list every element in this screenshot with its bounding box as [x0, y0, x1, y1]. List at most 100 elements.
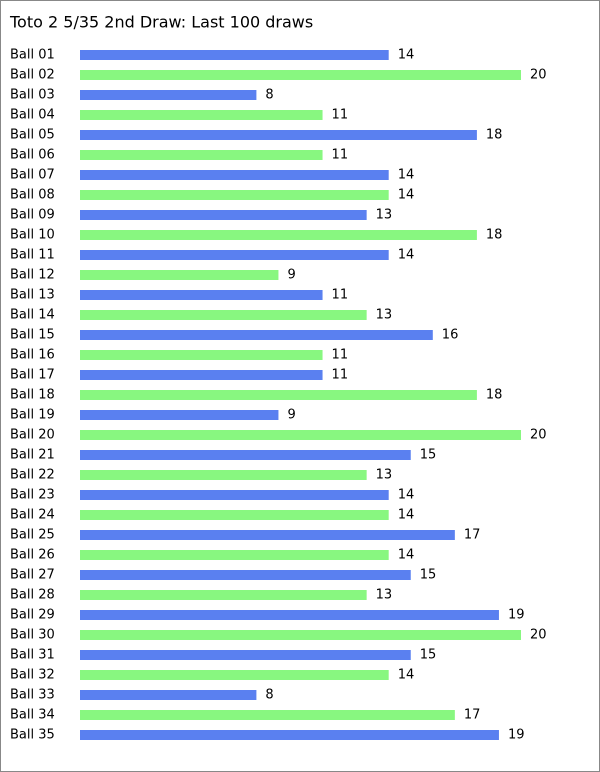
bar	[80, 390, 477, 400]
value-label: 14	[398, 668, 415, 683]
value-label: 14	[398, 548, 415, 563]
value-label: 14	[398, 168, 415, 183]
category-label: Ball 33	[10, 688, 55, 703]
value-label: 20	[530, 428, 547, 443]
value-label: 11	[332, 368, 349, 383]
bar	[80, 430, 521, 440]
value-label: 14	[398, 488, 415, 503]
category-label: Ball 05	[10, 128, 55, 143]
bar	[80, 470, 367, 480]
value-label: 16	[442, 328, 459, 343]
value-label: 15	[420, 648, 437, 663]
bar	[80, 650, 411, 660]
value-label: 19	[508, 608, 525, 623]
category-label: Ball 15	[10, 328, 55, 343]
category-label: Ball 34	[10, 708, 55, 723]
bar	[80, 290, 323, 300]
category-label: Ball 31	[10, 648, 55, 663]
bar	[80, 230, 477, 240]
bar	[80, 410, 279, 420]
category-label: Ball 29	[10, 608, 55, 623]
bar	[80, 110, 323, 120]
category-label: Ball 10	[10, 228, 55, 243]
bar	[80, 70, 521, 80]
category-label: Ball 12	[10, 268, 55, 283]
category-label: Ball 11	[10, 248, 55, 263]
value-label: 14	[398, 508, 415, 523]
category-label: Ball 30	[10, 628, 55, 643]
category-label: Ball 23	[10, 488, 55, 503]
bar	[80, 250, 389, 260]
value-label: 11	[332, 288, 349, 303]
bar	[80, 710, 455, 720]
value-label: 13	[376, 208, 393, 223]
bar	[80, 630, 521, 640]
category-label: Ball 18	[10, 388, 55, 403]
value-label: 8	[265, 88, 273, 103]
value-label: 15	[420, 448, 437, 463]
bar	[80, 190, 389, 200]
value-label: 13	[376, 588, 393, 603]
value-label: 8	[265, 688, 273, 703]
bar	[80, 510, 389, 520]
value-label: 15	[420, 568, 437, 583]
value-label: 14	[398, 248, 415, 263]
category-label: Ball 07	[10, 168, 55, 183]
value-label: 11	[332, 148, 349, 163]
bar	[80, 570, 411, 580]
bar	[80, 310, 367, 320]
bar	[80, 210, 367, 220]
value-label: 20	[530, 628, 547, 643]
bar	[80, 150, 323, 160]
category-label: Ball 16	[10, 348, 55, 363]
bar	[80, 90, 257, 100]
category-label: Ball 13	[10, 288, 55, 303]
value-label: 18	[486, 128, 503, 143]
bar	[80, 370, 323, 380]
value-label: 11	[332, 108, 349, 123]
bar	[80, 530, 455, 540]
category-label: Ball 21	[10, 448, 55, 463]
value-label: 9	[287, 408, 295, 423]
value-label: 13	[376, 308, 393, 323]
bar	[80, 490, 389, 500]
value-label: 9	[287, 268, 295, 283]
bar	[80, 350, 323, 360]
bar	[80, 550, 389, 560]
bar	[80, 450, 411, 460]
category-label: Ball 20	[10, 428, 55, 443]
category-label: Ball 28	[10, 588, 55, 603]
bar	[80, 270, 279, 280]
value-label: 18	[486, 388, 503, 403]
chart-title: Toto 2 5/35 2nd Draw: Last 100 draws	[9, 13, 313, 32]
bar	[80, 610, 499, 620]
category-label: Ball 17	[10, 368, 55, 383]
category-label: Ball 03	[10, 88, 55, 103]
category-label: Ball 22	[10, 468, 55, 483]
value-label: 14	[398, 188, 415, 203]
bar	[80, 50, 389, 60]
category-label: Ball 24	[10, 508, 55, 523]
bar	[80, 690, 257, 700]
category-label: Ball 25	[10, 528, 55, 543]
category-label: Ball 32	[10, 668, 55, 683]
category-label: Ball 06	[10, 148, 55, 163]
category-label: Ball 02	[10, 68, 55, 83]
bar	[80, 130, 477, 140]
category-label: Ball 09	[10, 208, 55, 223]
category-label: Ball 14	[10, 308, 55, 323]
bar	[80, 330, 433, 340]
value-label: 18	[486, 228, 503, 243]
category-label: Ball 19	[10, 408, 55, 423]
bar	[80, 670, 389, 680]
category-label: Ball 04	[10, 108, 55, 123]
bar	[80, 730, 499, 740]
value-label: 11	[332, 348, 349, 363]
value-label: 17	[464, 528, 481, 543]
value-label: 20	[530, 68, 547, 83]
bar	[80, 170, 389, 180]
category-label: Ball 27	[10, 568, 55, 583]
